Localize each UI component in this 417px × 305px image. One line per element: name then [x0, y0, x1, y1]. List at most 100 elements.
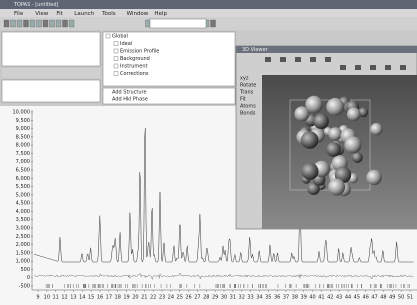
tree-item[interactable]: Global	[112, 34, 128, 40]
x-tick-label: 45	[354, 295, 360, 301]
viewer-tool[interactable]	[370, 65, 376, 70]
x-tick-label: 46	[363, 295, 369, 301]
y-tick-label: 9,000	[16, 126, 30, 132]
y-tick-label: -500	[19, 284, 30, 290]
x-tick-label: 37	[283, 295, 289, 301]
y-tick-label: 10,000	[13, 110, 31, 116]
viewer-tool[interactable]	[340, 65, 346, 70]
menu-item[interactable]: Help	[154, 11, 167, 17]
tool-button[interactable]	[43, 20, 48, 27]
tree-item[interactable]: Ideal	[120, 41, 132, 47]
tree-item[interactable]: Corrections	[120, 71, 149, 77]
menu-item[interactable]: View	[35, 11, 49, 17]
x-tick-label: 38	[292, 295, 298, 301]
menu-item[interactable]: Tools	[101, 11, 116, 17]
atom	[370, 123, 382, 135]
tool-button[interactable]	[11, 20, 16, 27]
tool-button[interactable]	[4, 20, 9, 27]
x-tick-label: 14	[79, 295, 85, 301]
y-tick-label: 2,500	[16, 234, 30, 240]
viewer-tool[interactable]	[400, 65, 406, 70]
y-tick-label: 6,000	[16, 176, 30, 182]
menu-bar: File View Fit Launch Tools Window Help	[0, 9, 417, 17]
y-tick-label: 2,000	[16, 242, 30, 248]
menu-item[interactable]: Launch	[74, 11, 94, 17]
y-tick-label: 7,500	[16, 151, 30, 157]
x-tick-label: 23	[159, 295, 165, 301]
viewer-option[interactable]: Bonds	[240, 111, 256, 117]
tool-button[interactable]	[50, 20, 55, 27]
y-tick-label: 8,000	[16, 143, 30, 149]
dropdown[interactable]	[150, 19, 206, 28]
button[interactable]: Add Hkl Phase	[112, 97, 148, 103]
x-tick-label: 13	[70, 295, 76, 301]
atom	[326, 142, 341, 157]
viewer-tool[interactable]	[280, 57, 286, 62]
atom	[326, 98, 344, 116]
tool-button[interactable]	[56, 20, 61, 27]
x-tick-label: 17	[106, 295, 112, 301]
tool-button[interactable]	[30, 20, 35, 27]
viewer-option[interactable]: xyz	[240, 76, 249, 82]
x-tick-label: 51	[407, 295, 413, 301]
button[interactable]: Add Structure	[112, 90, 147, 96]
tree-checkbox[interactable]	[114, 72, 118, 76]
menu-item[interactable]: File	[14, 11, 24, 17]
tree-checkbox[interactable]	[106, 34, 110, 38]
x-tick-label: 9	[36, 295, 39, 301]
x-tick-label: 15	[88, 295, 94, 301]
x-tick-label: 34	[256, 295, 262, 301]
tree-checkbox[interactable]	[114, 57, 118, 61]
atom	[328, 127, 341, 140]
x-tick-label: 22	[150, 295, 156, 301]
x-tick-label: 36	[274, 295, 280, 301]
tool-button[interactable]	[24, 20, 29, 27]
page: {"window": {"title": "TOPAS - [untitled]…	[0, 0, 417, 305]
menu-item[interactable]: Fit	[56, 11, 63, 17]
viewer-tool[interactable]	[310, 57, 316, 62]
y-tick-label: 8,500	[16, 134, 30, 140]
x-tick-label: 39	[301, 295, 307, 301]
tree-checkbox[interactable]	[114, 64, 118, 68]
tool-button[interactable]	[211, 20, 216, 27]
menu-item[interactable]: Window	[127, 11, 149, 17]
viewer-tool[interactable]	[355, 65, 361, 70]
x-tick-label: 19	[123, 295, 129, 301]
x-tick-label: 50	[398, 295, 404, 301]
viewer-tool[interactable]	[385, 65, 391, 70]
viewer-option[interactable]: Atoms	[240, 104, 256, 110]
viewer-tool[interactable]	[265, 57, 271, 62]
x-tick-label: 18	[115, 295, 121, 301]
tree-checkbox[interactable]	[114, 49, 118, 53]
tree-checkbox[interactable]	[114, 42, 118, 46]
tree-item[interactable]: Emission Profile	[120, 49, 159, 55]
viewer-option[interactable]: Rotate	[240, 83, 256, 89]
atom	[313, 114, 328, 129]
atom	[305, 96, 322, 113]
x-tick-label: 42	[327, 295, 333, 301]
x-tick-label: 30	[221, 295, 227, 301]
tool-button[interactable]	[63, 20, 68, 27]
viewer-tool[interactable]	[295, 57, 301, 62]
y-tick-label: 1,000	[16, 259, 30, 265]
atom	[352, 152, 363, 163]
y-tick-label: 6,500	[16, 168, 30, 174]
tool-button[interactable]	[69, 20, 74, 27]
x-tick-label: 31	[230, 295, 236, 301]
atom	[302, 163, 319, 180]
tool-button[interactable]	[17, 20, 22, 27]
tool-button[interactable]	[37, 20, 42, 27]
atom	[347, 107, 361, 121]
x-tick-label: 11	[53, 295, 59, 301]
y-tick-label: 3,000	[16, 226, 30, 232]
x-tick-label: 20	[132, 295, 138, 301]
atom	[344, 136, 361, 153]
viewer-option[interactable]: Fit	[240, 97, 246, 103]
viewer-option[interactable]: Trans	[239, 90, 254, 96]
viewer-tool[interactable]	[325, 57, 331, 62]
tree-item[interactable]: Instrument	[120, 64, 148, 70]
y-tick-label: 7,000	[16, 159, 30, 165]
x-tick-label: 21	[141, 295, 147, 301]
x-tick-label: 28	[203, 295, 209, 301]
tree-item[interactable]: Background	[120, 56, 150, 62]
